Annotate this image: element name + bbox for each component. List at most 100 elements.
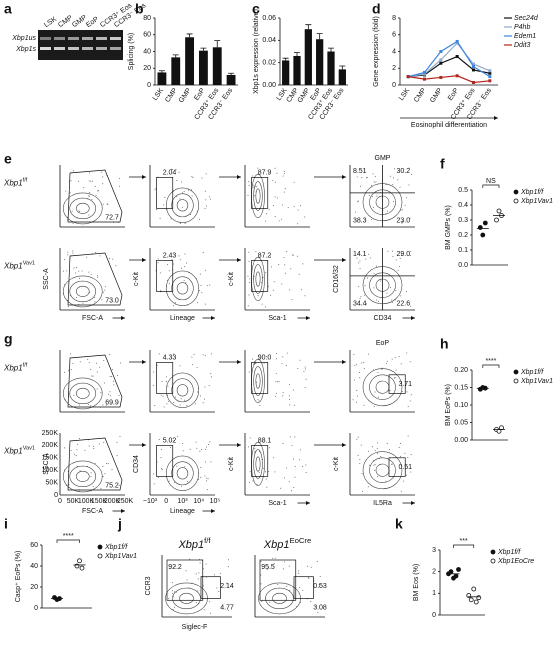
event-dot (181, 485, 183, 487)
event-dot (70, 180, 72, 182)
event-dot (297, 209, 299, 211)
allele: EoCre (289, 536, 311, 545)
event-dot (367, 450, 369, 452)
event-dot (288, 481, 290, 483)
arrow-head (142, 175, 146, 179)
event-dot (284, 264, 286, 266)
event-dot (102, 176, 104, 178)
event-dot (389, 175, 391, 177)
event-dot (408, 184, 410, 186)
density-contour (75, 387, 90, 399)
event-dot (226, 582, 228, 584)
event-dot (307, 576, 309, 578)
event-dot (374, 391, 376, 393)
event-dot (81, 270, 83, 272)
density-contour (69, 280, 97, 303)
density-contour (75, 470, 90, 482)
event-dot (95, 362, 97, 364)
event-dot (373, 406, 375, 408)
event-dot (268, 208, 270, 210)
event-dot (389, 390, 391, 392)
line (408, 55, 490, 78)
event-dot (169, 447, 171, 449)
event-dot (407, 435, 409, 437)
event-dot (360, 444, 362, 446)
event-dot (260, 282, 262, 284)
event-dot (73, 267, 75, 269)
event-dot (94, 462, 96, 464)
gate (67, 252, 123, 306)
event-dot (158, 439, 160, 441)
event-dot (94, 301, 96, 303)
event-dot (298, 572, 300, 574)
density-contour (176, 467, 189, 480)
event-dot (179, 198, 181, 200)
legend-label: Xbp1f/f (497, 549, 521, 556)
event-dot (293, 181, 295, 183)
event-dot (293, 404, 295, 406)
event-dot (96, 388, 98, 390)
event-dot (154, 404, 156, 406)
event-dot (204, 269, 206, 271)
density-contour (171, 276, 194, 301)
event-dot (374, 175, 376, 177)
event-dot (179, 259, 181, 261)
point (77, 558, 82, 564)
point (439, 58, 443, 62)
event-dot (281, 283, 283, 285)
event-dot (205, 480, 207, 482)
event-dot (87, 358, 89, 360)
legend-label: Xbp1f/f (520, 189, 544, 196)
axis-title: Sca-1 (268, 500, 286, 507)
point (471, 586, 477, 592)
event-dot (160, 394, 162, 396)
event-dot (76, 267, 78, 269)
event-dot (206, 285, 208, 287)
significance-label: NS (486, 178, 496, 185)
x-tick-label: 150K (91, 498, 108, 505)
event-dot (400, 295, 402, 297)
legend-label: Edem1 (514, 33, 536, 40)
event-dot (168, 597, 170, 599)
gate-title: EoP (376, 340, 390, 347)
gate-frequency: 73.0 (105, 298, 119, 305)
point (496, 208, 502, 214)
y-tick-label: 0.00 (262, 82, 276, 89)
event-dot (294, 476, 296, 478)
event-dot (255, 362, 257, 364)
event-dot (195, 573, 197, 575)
event-dot (372, 206, 374, 208)
event-dot (180, 267, 182, 269)
event-dot (270, 266, 272, 268)
y-tick-label: 0.0 (458, 262, 468, 269)
event-dot (247, 194, 249, 196)
event-dot (299, 587, 301, 589)
event-dot (395, 259, 397, 261)
band-label: Xbp1us (11, 35, 36, 42)
density-contour (62, 275, 103, 308)
y-tick-label: 80 (143, 15, 151, 22)
gate (156, 362, 174, 394)
event-dot (286, 352, 288, 354)
density-contour (255, 456, 261, 472)
event-dot (388, 449, 390, 451)
gate (251, 362, 269, 394)
event-dot (101, 171, 103, 173)
event-dot (375, 299, 377, 301)
event-dot (167, 385, 169, 387)
event-dot (191, 176, 193, 178)
event-dot (191, 356, 193, 358)
event-dot (391, 463, 393, 465)
event-dot (210, 461, 212, 463)
event-dot (400, 442, 402, 444)
event-dot (92, 375, 94, 377)
event-dot (288, 565, 290, 567)
legend-label: Xbp1Vav1 (520, 198, 553, 205)
event-dot (163, 204, 165, 206)
point (482, 220, 488, 226)
event-dot (162, 395, 164, 397)
event-dot (302, 465, 304, 467)
legend-marker (490, 549, 496, 555)
event-dot (206, 489, 208, 491)
legend-label: Xbp1Vav1 (520, 378, 553, 385)
